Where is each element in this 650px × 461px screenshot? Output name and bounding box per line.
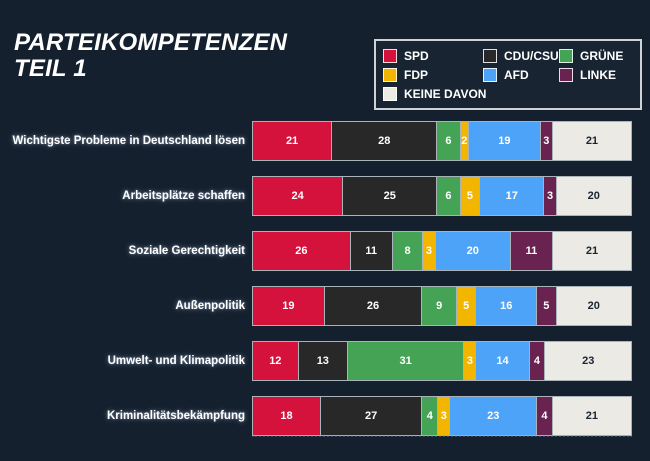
bar-segment-gr-ne: 4 xyxy=(422,397,438,435)
category-label: Kriminalitätsbekämpfung xyxy=(106,410,245,422)
bar-segment-afd: 16 xyxy=(476,287,536,325)
bar-segment-spd: 21 xyxy=(253,122,332,160)
bar-segment-gr-ne: 9 xyxy=(422,287,456,325)
legend-label: FDP xyxy=(404,67,428,82)
legend-label: CDU/CSU xyxy=(504,48,559,63)
chart-row: Kriminalitätsbekämpfung 18 27 4 3 23 4 21 xyxy=(8,396,632,436)
bar-segment-spd: 18 xyxy=(253,397,320,435)
legend-swatch-icon xyxy=(483,48,497,63)
bar-segment-gr-ne: 6 xyxy=(437,122,460,160)
stacked-bar-chart: Wichtigste Probleme in Deutschland lösen… xyxy=(8,121,632,451)
bar-segment-linke: 4 xyxy=(536,397,552,435)
bar-segment-keine-davon: 21 xyxy=(552,397,631,435)
category-label: Wichtigste Probleme in Deutschland lösen xyxy=(12,135,246,147)
bar-segment-cdu-csu: 25 xyxy=(343,177,437,215)
chart-row: Arbeitsplätze schaffen 24 25 6 5 17 3 20 xyxy=(8,176,632,216)
bar-segment-afd: 17 xyxy=(480,177,544,215)
bar-segment-afd: 14 xyxy=(476,342,529,380)
legend-item-keine-davon: KEINE DAVON xyxy=(383,86,487,101)
page-title: PARTEIKOMPETENZEN TEIL 1 xyxy=(14,30,287,82)
bar-segment-cdu-csu: 13 xyxy=(298,342,347,380)
legend-item-afd: AFD xyxy=(483,67,559,82)
legend-item-gr-ne: GRÜNE xyxy=(559,48,633,63)
stacked-bar: 21 28 6 2 19 3 21 xyxy=(252,121,632,161)
legend-label: AFD xyxy=(504,67,529,82)
chart-row: Außenpolitik 19 26 9 5 16 5 20 xyxy=(8,286,632,326)
bar-segment-fdp: 3 xyxy=(464,342,476,380)
legend: SPD CDU/CSU GRÜNE FDP AFD LINKE KEINE DAVON xyxy=(374,39,642,110)
bottom-dotted-line xyxy=(252,435,632,437)
legend-label: SPD xyxy=(404,48,429,63)
page-title-line2: TEIL 1 xyxy=(14,55,87,82)
legend-item-cdu-csu: CDU/CSU xyxy=(483,48,559,63)
category-label: Umwelt- und Klimapolitik xyxy=(107,355,245,367)
stacked-bar: 12 13 31 3 14 4 23 xyxy=(252,341,632,381)
bar-segment-spd: 19 xyxy=(253,287,324,325)
bar-segment-afd: 19 xyxy=(469,122,540,160)
category-label: Arbeitsplätze schaffen xyxy=(122,190,245,202)
stacked-bar: 24 25 6 5 17 3 20 xyxy=(252,176,632,216)
stacked-bar: 26 11 8 3 20 11 21 xyxy=(252,231,632,271)
bar-segment-keine-davon: 20 xyxy=(556,287,631,325)
legend-label: LINKE xyxy=(580,67,616,82)
bar-segment-gr-ne: 31 xyxy=(348,342,464,380)
bar-segment-keine-davon: 23 xyxy=(545,342,631,380)
legend-item-spd: SPD xyxy=(383,48,483,63)
bar-segment-cdu-csu: 11 xyxy=(350,232,392,270)
bar-segment-linke: 5 xyxy=(537,287,556,325)
bar-segment-fdp: 5 xyxy=(456,287,476,325)
legend-swatch-icon xyxy=(383,86,397,101)
chart-row: Umwelt- und Klimapolitik 12 13 31 3 14 4 23 xyxy=(8,341,632,381)
legend-swatch-icon xyxy=(383,67,397,82)
legend-swatch-icon xyxy=(483,67,497,82)
stacked-bar: 18 27 4 3 23 4 21 xyxy=(252,396,632,436)
bar-segment-fdp: 3 xyxy=(423,232,435,270)
bar-segment-spd: 24 xyxy=(253,177,343,215)
bar-segment-cdu-csu: 27 xyxy=(320,397,422,435)
bar-segment-fdp: 5 xyxy=(460,177,480,215)
bar-segment-cdu-csu: 26 xyxy=(324,287,422,325)
bar-segment-cdu-csu: 28 xyxy=(332,122,437,160)
bar-segment-linke: 3 xyxy=(540,122,552,160)
chart-row: Soziale Gerechtigkeit 26 11 8 3 20 11 21 xyxy=(8,231,632,271)
bar-segment-spd: 12 xyxy=(253,342,298,380)
category-label: Außenpolitik xyxy=(175,300,245,312)
legend-swatch-icon xyxy=(559,48,573,63)
bar-segment-fdp: 2 xyxy=(460,122,469,160)
bar-segment-keine-davon: 20 xyxy=(556,177,631,215)
bar-segment-keine-davon: 21 xyxy=(552,232,632,270)
chart-row: Wichtigste Probleme in Deutschland lösen… xyxy=(8,121,632,161)
stacked-bar: 19 26 9 5 16 5 20 xyxy=(252,286,632,326)
page-title-line1: PARTEIKOMPETENZEN xyxy=(14,29,288,56)
bar-segment-afd: 20 xyxy=(435,232,510,270)
bar-segment-linke: 4 xyxy=(529,342,545,380)
bar-segment-spd: 26 xyxy=(253,232,350,270)
bar-segment-linke: 11 xyxy=(510,232,552,270)
bar-segment-afd: 23 xyxy=(450,397,536,435)
bar-segment-gr-ne: 6 xyxy=(437,177,460,215)
legend-item-linke: LINKE xyxy=(559,67,633,82)
legend-swatch-icon xyxy=(383,48,397,63)
legend-swatch-icon xyxy=(559,67,573,82)
category-label: Soziale Gerechtigkeit xyxy=(128,245,245,257)
bar-segment-gr-ne: 8 xyxy=(392,232,423,270)
legend-item-fdp: FDP xyxy=(383,67,483,82)
bar-segment-linke: 3 xyxy=(544,177,556,215)
legend-label: KEINE DAVON xyxy=(404,86,487,101)
bar-segment-fdp: 3 xyxy=(438,397,450,435)
legend-label: GRÜNE xyxy=(580,48,624,63)
bar-segment-keine-davon: 21 xyxy=(552,122,631,160)
